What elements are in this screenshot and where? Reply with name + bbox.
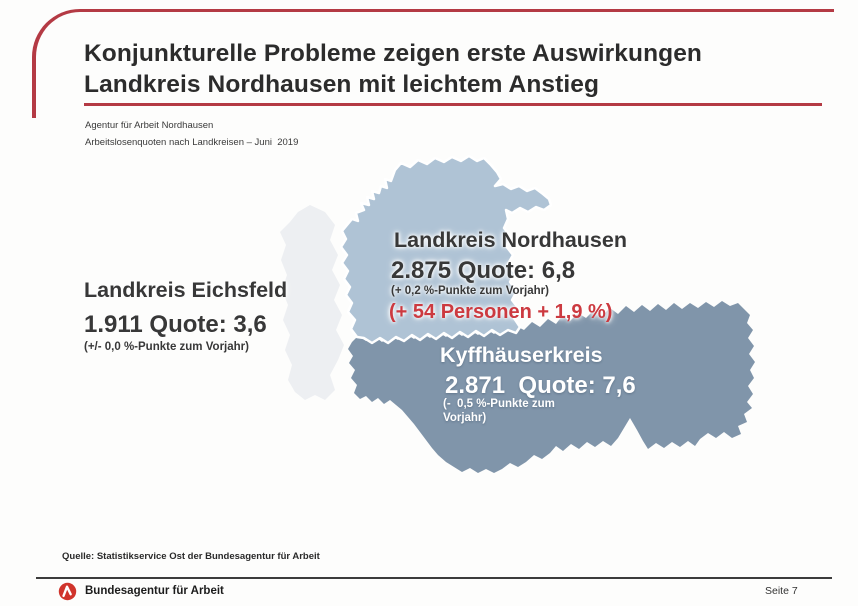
- nordhausen-highlight: (+ 54 Personen + 1,9 %): [389, 301, 613, 323]
- eichsfeld-stat: 1.911 Quote: 3,6: [84, 311, 267, 338]
- kyffhaeuserkreis-stat: 2.871 Quote: 7,6: [445, 372, 636, 399]
- page-number: Seite 7: [765, 585, 798, 597]
- eichsfeld-name: Landkreis Eichsfeld: [84, 278, 288, 302]
- district-map: [280, 154, 755, 473]
- kyffhaeuserkreis-name: Kyffhäuserkreis: [440, 343, 603, 367]
- source-line: Quelle: Statistikservice Ost der Bundesa…: [62, 551, 320, 562]
- report-line: Arbeitslosenquoten nach Landkreisen – Ju…: [85, 137, 299, 148]
- nordhausen-note: (+ 0,2 %-Punkte zum Vorjahr): [391, 285, 549, 297]
- footer-divider: [36, 577, 832, 579]
- nordhausen-stat: 2.875 Quote: 6,8: [391, 257, 576, 284]
- page-title-line1: Konjunkturelle Probleme zeigen erste Aus…: [84, 40, 702, 67]
- title-underline: [84, 103, 822, 106]
- eichsfeld-note: (+/- 0,0 %-Punkte zum Vorjahr): [84, 341, 249, 353]
- kyffhaeuserkreis-note-line1: (- 0,5 %-Punkte zum: [443, 398, 555, 410]
- region-shape-nordhausen: [339, 154, 553, 345]
- agency-line: Agentur für Arbeit Nordhausen: [85, 120, 214, 131]
- nordhausen-name: Landkreis Nordhausen: [394, 228, 627, 252]
- page-title: Konjunkturelle Probleme zeigen erste Aus…: [84, 38, 834, 100]
- bundesagentur-logo-icon: [58, 582, 77, 601]
- page-title-line2: Landkreis Nordhausen mit leichtem Anstie…: [84, 71, 600, 98]
- region-shape-eichsfeld: [280, 205, 344, 400]
- region-shape-kyffhaeuserkreis: [348, 301, 755, 473]
- brand-name: Bundesagentur für Arbeit: [85, 585, 224, 597]
- red-corner-frame: [32, 9, 834, 118]
- kyffhaeuserkreis-note-line2: Vorjahr): [443, 412, 487, 424]
